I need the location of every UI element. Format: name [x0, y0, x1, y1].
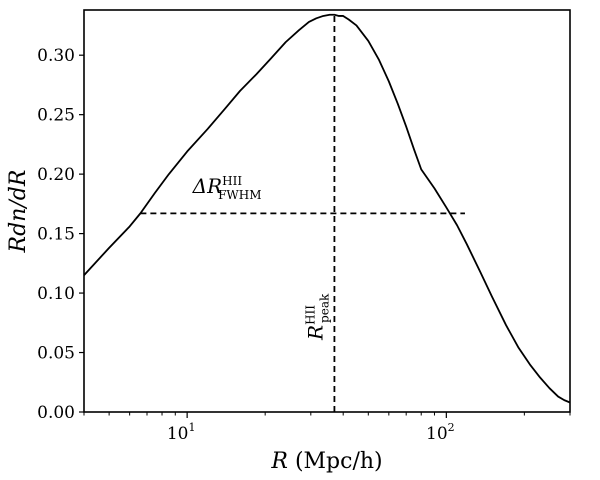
peak-label-sup: HII	[303, 305, 317, 325]
x-tick-label: 102	[426, 421, 455, 444]
x-tick-exp: 2	[448, 421, 455, 434]
fwhm-label-sub: FWHM	[218, 188, 261, 202]
y-tick-label: 0.15	[37, 225, 75, 245]
x-axis-label-unit: (Mpc/h)	[288, 449, 383, 474]
peak-label-main: R	[303, 325, 327, 341]
series-line	[83, 13, 571, 404]
peak-label: RHIIpeak	[303, 293, 331, 341]
y-tick-label: 0.00	[37, 403, 75, 423]
plot-frame	[83, 9, 571, 413]
plot-marks	[83, 13, 571, 412]
x-tick-base: 10	[426, 424, 448, 444]
y-tick-label: 0.05	[37, 344, 75, 364]
x-tick-exp: 1	[188, 421, 195, 434]
y-tick-label: 0.30	[37, 46, 75, 66]
fwhm-label: ΔRHII FWHM	[192, 174, 262, 202]
x-axis-label: R (Mpc/h)	[270, 449, 382, 474]
y-tick-label: 0.20	[37, 165, 75, 185]
x-axis-label-var: R	[270, 449, 288, 474]
peak-label-sub: peak	[317, 293, 331, 323]
fwhm-label-sup: HII	[222, 174, 242, 188]
x-tick-base: 10	[167, 424, 189, 444]
y-axis-label: Rdn/dR	[6, 170, 31, 254]
y-tick-label: 0.10	[37, 284, 75, 304]
fwhm-label-main: ΔR	[192, 174, 223, 198]
x-tick-label: 101	[167, 421, 196, 444]
y-tick-label: 0.25	[37, 106, 75, 126]
